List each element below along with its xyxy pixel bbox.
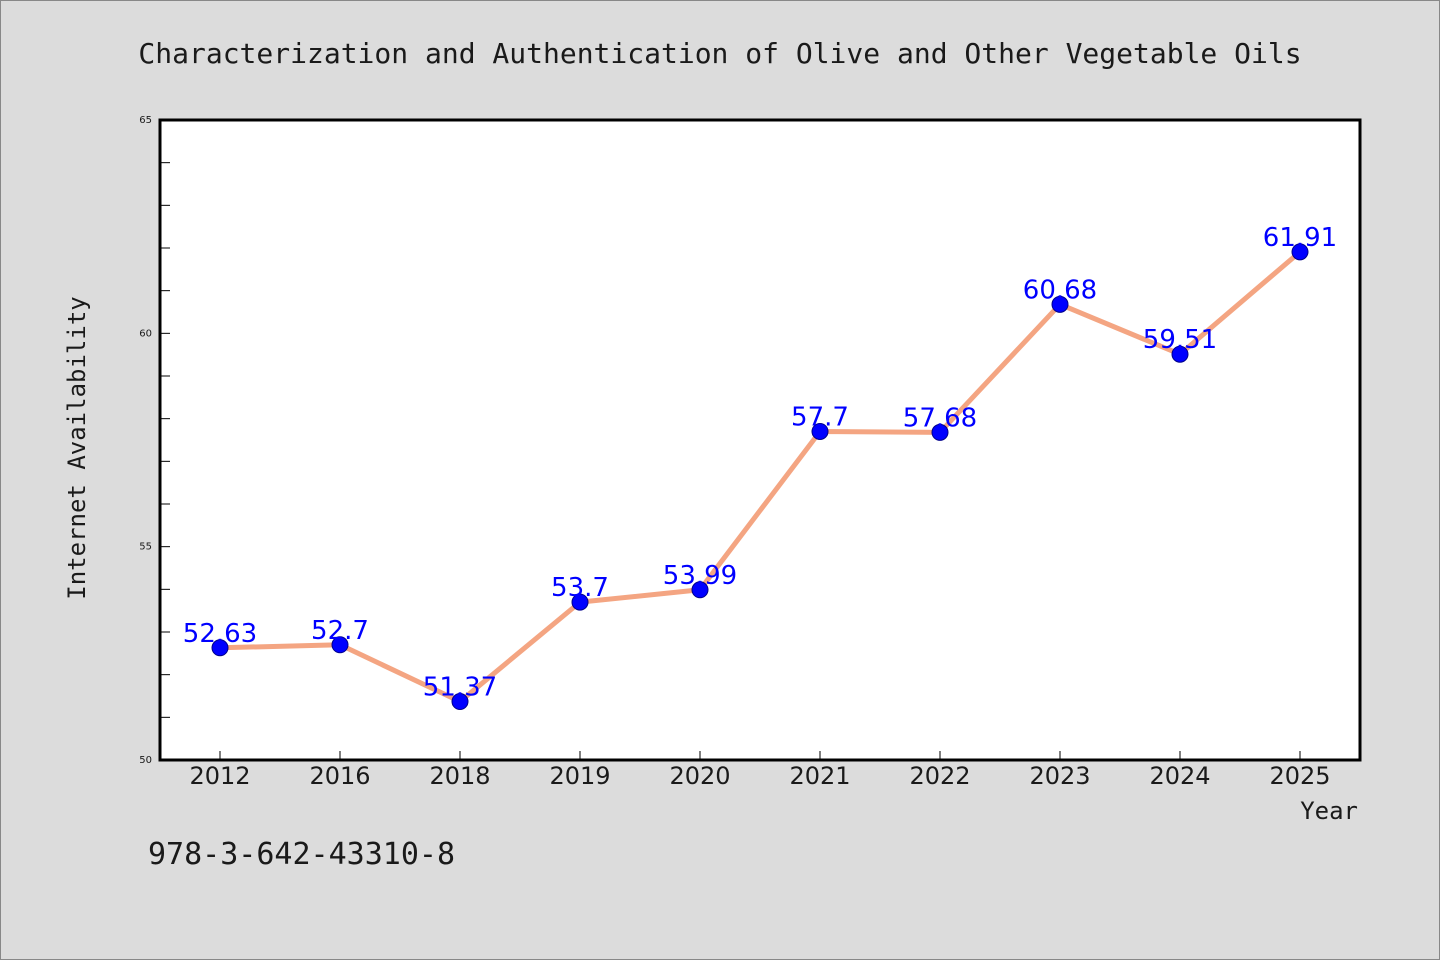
plot-area: [158, 118, 1362, 762]
x-tick-label: 2022: [909, 762, 970, 790]
chart-title: Characterization and Authentication of O…: [138, 37, 1301, 70]
data-label: 52.63: [183, 619, 257, 649]
data-label: 51.37: [423, 673, 497, 703]
data-label: 53.99: [663, 561, 737, 591]
x-tick-label: 2025: [1269, 762, 1330, 790]
series-line: [217, 249, 1303, 705]
data-point: [211, 639, 229, 657]
data-point: [331, 636, 349, 654]
x-tick-label: 2019: [549, 762, 610, 790]
data-point: [1291, 243, 1309, 261]
x-tick-label: 2023: [1029, 762, 1090, 790]
series-group: 52.63 52.7 51.37 53.7 53.99 57.7 57.68 60.68 59.…: [183, 223, 1337, 711]
data-label: 59.51: [1143, 325, 1217, 355]
data-point: [451, 693, 469, 711]
y-tick-label: 65: [139, 115, 152, 126]
x-tick-label: 2024: [1149, 762, 1210, 790]
data-label: 61.91: [1263, 223, 1337, 253]
y-tick-label: 50: [139, 755, 152, 766]
x-axis-label: Year: [1300, 797, 1358, 825]
x-tick-label: 2012: [189, 762, 250, 790]
data-point: [931, 423, 949, 441]
data-label: 60.68: [1023, 275, 1097, 305]
x-tick-label: 2016: [309, 762, 370, 790]
data-point: [1171, 345, 1189, 363]
isbn-text: 978-3-642-43310-8: [148, 837, 455, 872]
data-label: 52.7: [311, 616, 369, 646]
data-point: [811, 422, 829, 440]
x-tick-label: 2020: [669, 762, 730, 790]
y-axis-label: Internet Availability: [63, 296, 91, 599]
data-point: [1051, 295, 1069, 313]
y-axis: 50 55 60 65: [139, 115, 170, 766]
data-point: [691, 581, 709, 599]
x-axis: 2012 2016 2018 2019 2020 2021 2022 2023 2024 2025: [189, 751, 1331, 790]
data-label: 57.68: [903, 403, 977, 433]
x-tick-label: 2018: [429, 762, 490, 790]
data-point: [571, 593, 589, 611]
x-tick-label: 2021: [789, 762, 850, 790]
data-label: 57.7: [791, 402, 849, 432]
y-tick-label: 60: [139, 328, 152, 339]
data-label: 53.7: [551, 573, 609, 603]
y-tick-label: 55: [139, 542, 152, 553]
